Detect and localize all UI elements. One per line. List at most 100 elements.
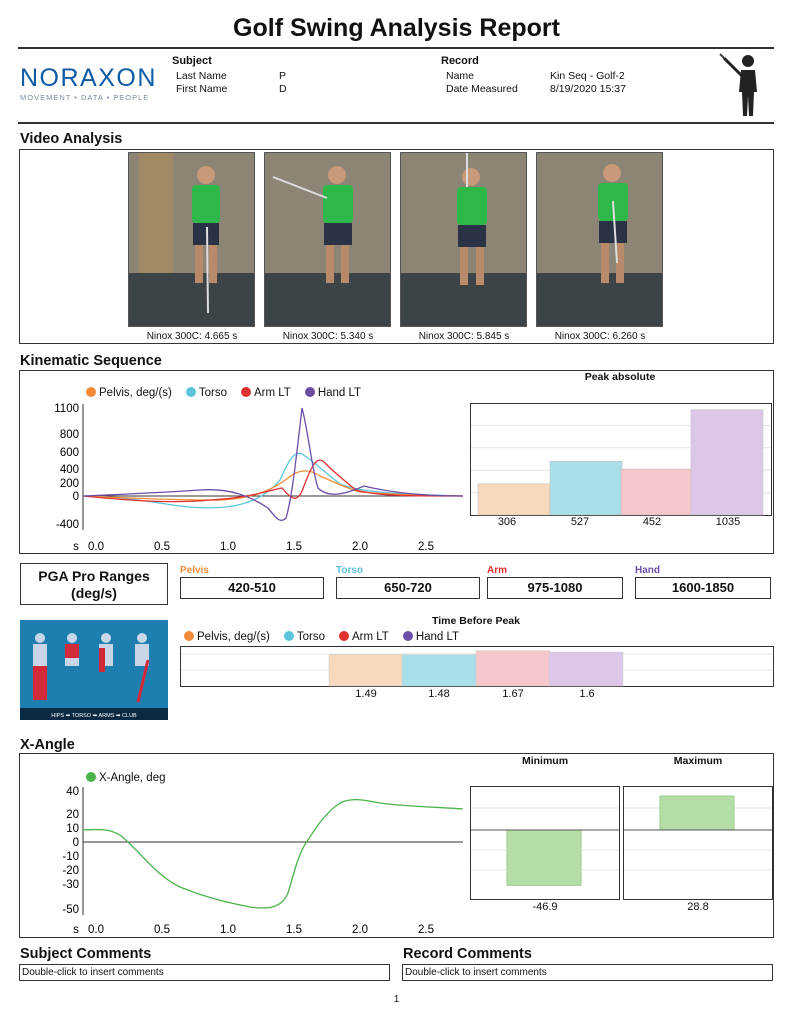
pga-title-line2: (deg/s)	[71, 585, 117, 601]
x-angle-max-bar	[659, 795, 735, 831]
kinematic-y-tick-label: 200	[60, 478, 79, 490]
timing-bar	[475, 650, 551, 687]
x-angle-x-tick-label: 2.0	[352, 924, 368, 936]
x-angle-x-tick-label: 0.0	[88, 924, 104, 936]
video-frame-2[interactable]	[264, 152, 391, 327]
legend-pelvis: Pelvis, deg/(s)	[86, 387, 172, 399]
x-angle-x-ticks: s 0.0 0.5 1.0 1.5 2.0 2.5	[73, 924, 434, 936]
x-angle-y-tick-label: 40	[66, 786, 79, 798]
pga-pelvis-range: 420-510	[180, 577, 324, 599]
record-comments-field[interactable]: Double-click to insert comments	[402, 964, 773, 981]
kinematic-y-tick-label: 600	[60, 447, 79, 459]
thumbnail-caption: HIPS ➡ TORSO ➡ ARMS ➡ CLUB	[51, 713, 137, 719]
x-angle-max-value: 28.8	[687, 901, 709, 913]
noraxon-logo: NORAXON	[20, 64, 157, 92]
noraxon-tagline: MOVEMENT • DATA • PEOPLE	[20, 93, 150, 102]
timing-legend-hand: Hand LT	[402, 631, 459, 643]
kinematic-sequence-thumbnail: HIPS ➡ TORSO ➡ ARMS ➡ CLUB	[20, 620, 168, 720]
x-angle-y-tick-label: 10	[66, 823, 79, 835]
peak-bars	[477, 409, 764, 516]
first-name-label: First Name	[176, 83, 228, 95]
arm-dot-icon	[240, 387, 251, 397]
x-angle-legend: X-Angle, deg	[86, 772, 166, 784]
torso-series-line	[82, 452, 464, 509]
peak-absolute-title: Peak absolute	[584, 371, 656, 383]
header-top-rule	[18, 47, 774, 49]
peak-value-pelvis: 306	[497, 516, 517, 528]
x-angle-y-tick-label: -30	[62, 879, 79, 891]
kinematic-x-tick-label: 2.0	[352, 541, 368, 553]
kinematic-sequence-heading: Kinematic Sequence	[20, 353, 162, 369]
video-analysis-heading: Video Analysis	[20, 131, 123, 147]
timing-bar	[328, 654, 404, 687]
golfer-frame-image	[129, 153, 254, 326]
golfer-frame-image	[265, 153, 390, 326]
x-angle-y-tick-label: -20	[62, 865, 79, 877]
kinematic-y-tick-label: 800	[60, 429, 79, 441]
peak-absolute-bar-chart	[470, 403, 772, 516]
record-name-value: Kin Seq - Golf-2	[550, 70, 625, 82]
time-before-peak-title: Time Before Peak	[432, 615, 520, 627]
x-angle-x-tick-label: 2.5	[418, 924, 434, 936]
timing-bar	[548, 651, 624, 687]
x-angle-y-tick-label: 0	[73, 837, 79, 849]
timing-values-row: 1.49 1.48 1.67 1.6	[330, 688, 630, 700]
report-title: Golf Swing Analysis Report	[233, 14, 560, 42]
x-angle-x-tick-label: 1.5	[286, 924, 302, 936]
timing-value-arm: 1.67	[502, 688, 524, 700]
x-angle-y-ticks: 40 20 10 0 -10 -20 -30 -50	[62, 786, 79, 916]
subject-heading: Subject	[172, 55, 212, 67]
video-frame-1[interactable]	[128, 152, 255, 327]
kinematic-x-tick-label: 1.5	[286, 541, 302, 553]
subject-comments-title: Subject Comments	[20, 946, 152, 962]
peak-bar	[477, 483, 551, 516]
legend-hand: Hand LT	[304, 387, 361, 399]
pelvis-dot-icon	[86, 387, 96, 397]
pga-title-line1: PGA Pro Ranges	[38, 568, 150, 584]
x-angle-y-tick-label: 20	[66, 809, 79, 821]
pga-hand-range: 1600-1850	[635, 577, 771, 599]
x-angle-max-title: Maximum	[673, 755, 723, 767]
pga-torso-range: 650-720	[336, 577, 480, 599]
x-angle-min-title: Minimum	[521, 755, 569, 767]
time-before-peak-bar-chart	[180, 646, 774, 687]
pga-hand-label: Hand	[635, 565, 660, 576]
x-angle-y-tick-label: -50	[62, 904, 79, 916]
timing-value-torso: 1.48	[428, 688, 450, 700]
record-comments-title: Record Comments	[403, 946, 532, 962]
record-heading: Record	[441, 55, 479, 67]
kinematic-x-ticks: s 0.0 0.5 1.0 1.5 2.0 2.5	[73, 541, 434, 553]
peak-value-torso: 527	[570, 516, 590, 528]
timing-legend-arm: Arm LT	[338, 631, 389, 643]
video-caption-4: Ninox 300C: 6.260 s	[554, 331, 646, 342]
video-frame-3[interactable]	[400, 152, 527, 327]
x-angle-x-unit: s	[73, 924, 79, 936]
video-caption-3: Ninox 300C: 5.845 s	[418, 331, 510, 342]
x-angle-min-bar	[506, 829, 582, 886]
last-name-label: Last Name	[176, 70, 227, 82]
legend-arm: Arm LT	[240, 387, 291, 399]
pelvis-dot-icon	[184, 631, 194, 641]
x-angle-y-tick-label: -10	[62, 851, 79, 863]
pelvis-series-line	[82, 470, 464, 501]
peak-value-hand: 1035	[715, 516, 741, 528]
legend-torso: Torso	[185, 387, 227, 399]
pga-torso-label: Torso	[336, 565, 364, 576]
legend-x-angle: X-Angle, deg	[86, 772, 166, 784]
hand-dot-icon	[304, 387, 315, 397]
timing-bar	[401, 654, 477, 687]
x-angle-max-bar-chart	[623, 786, 773, 900]
golfer-icon	[719, 53, 757, 116]
kinematic-y-tick-label: 0	[73, 491, 79, 503]
torso-dot-icon	[283, 631, 294, 641]
peak-values-row: 306 527 452 1035	[470, 516, 772, 528]
pga-arm-range: 975-1080	[487, 577, 623, 599]
x-angle-min-value: -46.9	[532, 901, 558, 913]
x-angle-min-bar-chart	[470, 786, 620, 900]
subject-comments-field[interactable]: Double-click to insert comments	[19, 964, 390, 981]
kinematic-x-tick-label: 2.5	[418, 541, 434, 553]
video-frame-4[interactable]	[536, 152, 663, 327]
timing-value-hand: 1.6	[579, 688, 595, 700]
